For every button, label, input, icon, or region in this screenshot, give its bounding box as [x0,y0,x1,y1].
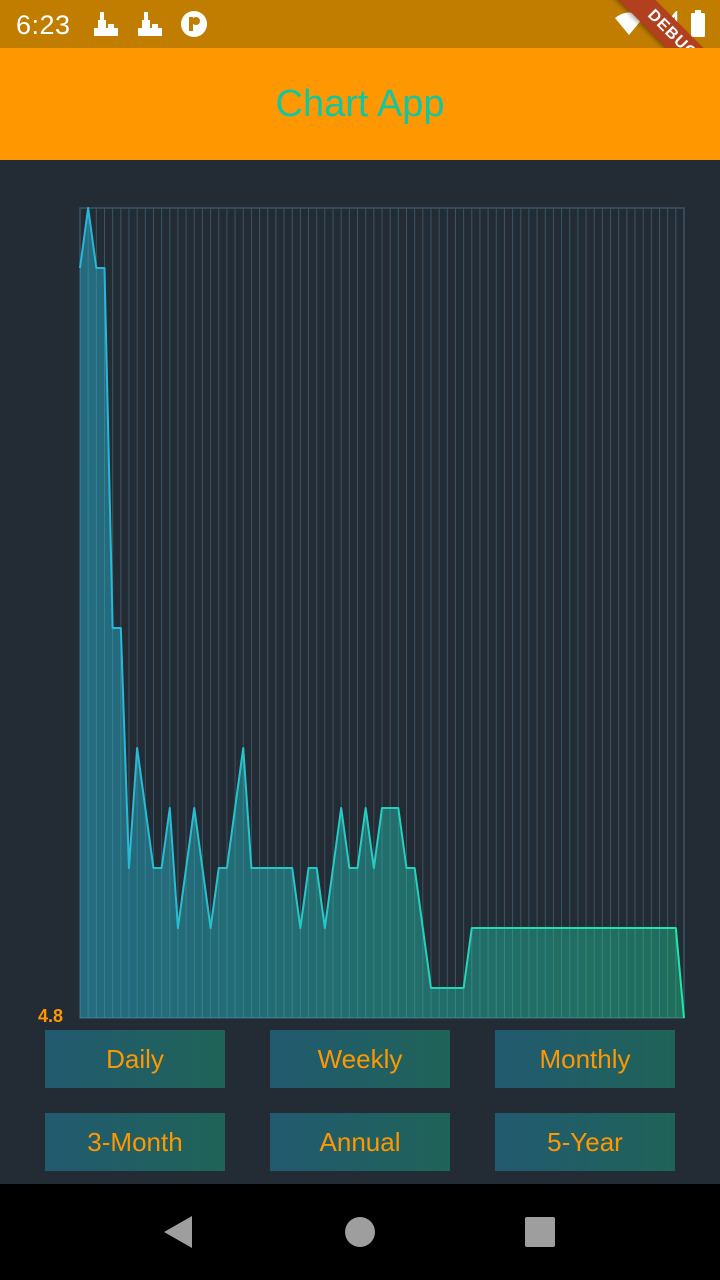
y-axis-min-label: 4.8 [38,1006,64,1026]
daily-button[interactable]: Daily [45,1030,225,1088]
app-bar: Chart App [0,48,720,160]
series-line [79,207,685,1019]
monthly-button[interactable]: Monthly [495,1030,675,1088]
chart-area: 4.8 [0,160,720,1026]
notification-icon [94,12,118,36]
battery-icon [691,10,705,37]
3-month-button[interactable]: 3-Month [45,1113,225,1171]
page-title: Chart App [275,82,445,125]
5-year-button[interactable]: 5-Year [495,1113,675,1171]
notification-icon [138,12,162,36]
recents-icon[interactable] [524,1216,556,1248]
home-icon[interactable] [344,1216,376,1248]
back-icon[interactable] [160,1214,196,1250]
line-chart [79,207,685,1019]
status-time: 6:23 [16,10,71,40]
series-area [80,208,684,1018]
navigation-bar [0,1184,720,1280]
status-bar: 6:23 DEBUG [0,0,720,115]
annual-button[interactable]: Annual [270,1113,450,1171]
status-notification-icons [92,10,208,38]
circle-p-icon [181,11,207,37]
weekly-button[interactable]: Weekly [270,1030,450,1088]
